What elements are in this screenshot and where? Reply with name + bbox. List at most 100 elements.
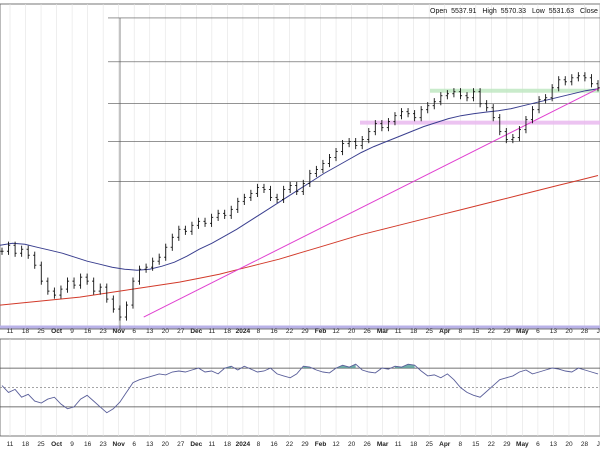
x-tick-label-bottom: 27 [177,441,185,448]
ohlc-bar [530,106,535,124]
ohlc-bar [308,169,312,188]
x-tick-label-bottom: Ju [597,441,600,448]
x-tick-label-bottom: 18 [224,441,232,448]
ohlc-bar [85,273,89,285]
trendline [143,87,600,318]
ohlc-bar [511,134,515,144]
ohlc-bar [209,213,214,227]
x-tick-label-bottom: 25 [426,441,434,448]
x-tick-label-top: 27 [177,328,185,335]
x-tick-label-bottom: 29 [503,441,511,448]
ohlc-bar [367,128,371,144]
x-tick-label-bottom: 6 [536,441,540,448]
ohlc-bar [255,183,260,198]
x-tick-label-top: 13 [146,328,154,335]
x-axis-top: 11 18 25 Oct 9 16 23 Nov 6 13 20 27 Dec 11 18 2024 8 16 22… [7,328,600,335]
x-tick-label-top: Dec [190,328,202,335]
price-bars [0,72,600,321]
x-tick-label-bottom: 26 [363,441,371,448]
oscillator-series [1,363,599,414]
x-tick-label-bottom: 22 [286,441,294,448]
x-tick-label-top: May [516,328,529,335]
x-tick-label-bottom: 23 [100,441,108,448]
ohlc-bar [229,205,233,219]
ohlc-bar [524,116,528,134]
x-tick-label-top: 8 [458,328,462,335]
x-tick-label-top: 29 [503,328,511,335]
x-tick-label-bottom: 28 [581,441,589,448]
x-tick-label-top: 23 [100,328,108,335]
x-tick-label-bottom: 18 [410,441,418,448]
ohlc-bar [164,243,168,261]
ohlc-bar [596,80,600,92]
ohlc-bar [589,74,594,88]
ohlc-bar [485,100,489,112]
oscillator-line [1,363,599,414]
ohlc-bar [6,241,11,255]
price-panel: Open 5537.91 High 5570.33 Low 5531.63 Cl… [0,3,600,330]
x-tick-label-top: 12 [332,328,340,335]
ohlc-bar [491,104,495,122]
ohlc-bar [98,283,102,295]
ohlc-bar [52,287,56,299]
ohlc-bar [334,147,338,162]
x-tick-label-bottom: 20 [162,441,170,448]
ohlc-bar [327,153,332,168]
x-tick-label-bottom: 11 [7,441,14,448]
x-tick-label-bottom: 20 [348,441,356,448]
moving-averages [0,88,599,306]
ohlc-bar [268,185,273,201]
ohlc-bar [563,76,567,86]
ohlc-bar [557,76,561,92]
x-tick-label-bottom: 2024 [236,441,251,448]
ohlc-bar [72,277,76,289]
x-tick-label-top: 8 [257,328,261,335]
x-tick-label-top: 15 [472,328,480,335]
x-tick-label-top: 20 [565,328,573,335]
ohlc-bar [321,159,325,174]
ohlc-bar [242,193,246,205]
shaded-zone [430,88,600,93]
ohlc-bar [583,72,587,82]
ohlc-bar [452,88,456,98]
ohlc-bar [471,88,476,102]
x-axis-bottom: 11 18 25 Oct 9 16 23 Nov 6 13 20 27 Dec 11 18 2024 8 16 22… [7,441,600,448]
ohlc-bar [131,277,135,309]
x-tick-label-bottom: 9 [70,441,74,448]
x-tick-label-top: 25 [37,328,45,335]
ohlc-bar [0,247,4,255]
ohlc-bar [157,253,161,265]
x-tick-label-top: 2024 [236,328,251,335]
x-tick-label-top: 6 [132,328,136,335]
x-tick-label-top: Apr [439,328,451,335]
x-tick-label-bottom: 11 [208,441,215,448]
ohlc-bar [419,106,423,122]
ohlc-bar [439,92,443,106]
price-levels [0,17,600,329]
x-tick-label-top: 18 [410,328,418,335]
x-tick-label-bottom: Nov [113,441,126,448]
ohlc-bar [249,189,253,201]
ohlc-bar [223,209,227,219]
x-tick-label-bottom: 15 [472,441,480,448]
ohlc-bar [432,98,436,110]
oscillator-panel [0,338,600,437]
x-tick-label-bottom: Dec [190,441,202,448]
x-tick-label-top: 28 [581,328,589,335]
ohlc-bar [33,251,37,269]
ohlc-readout: Open 5537.91 High 5570.33 Low 5531.63 Cl… [430,8,600,15]
ohlc-bar [458,88,463,100]
ohlc-bar [301,179,305,196]
x-tick-label-bottom: Oct [51,441,63,448]
ohlc-bar [465,92,469,102]
ohlc-bar [393,112,397,126]
ohlc-bar [550,84,554,102]
ohlc-bar [426,102,430,114]
ohlc-bar [124,301,129,321]
x-tick-label-bottom: 18 [22,441,30,448]
ohlc-bar [177,225,181,241]
x-tick-label-bottom: 16 [270,441,278,448]
x-tick-label-top: 22 [488,328,496,335]
ohlc-bar [373,120,377,136]
